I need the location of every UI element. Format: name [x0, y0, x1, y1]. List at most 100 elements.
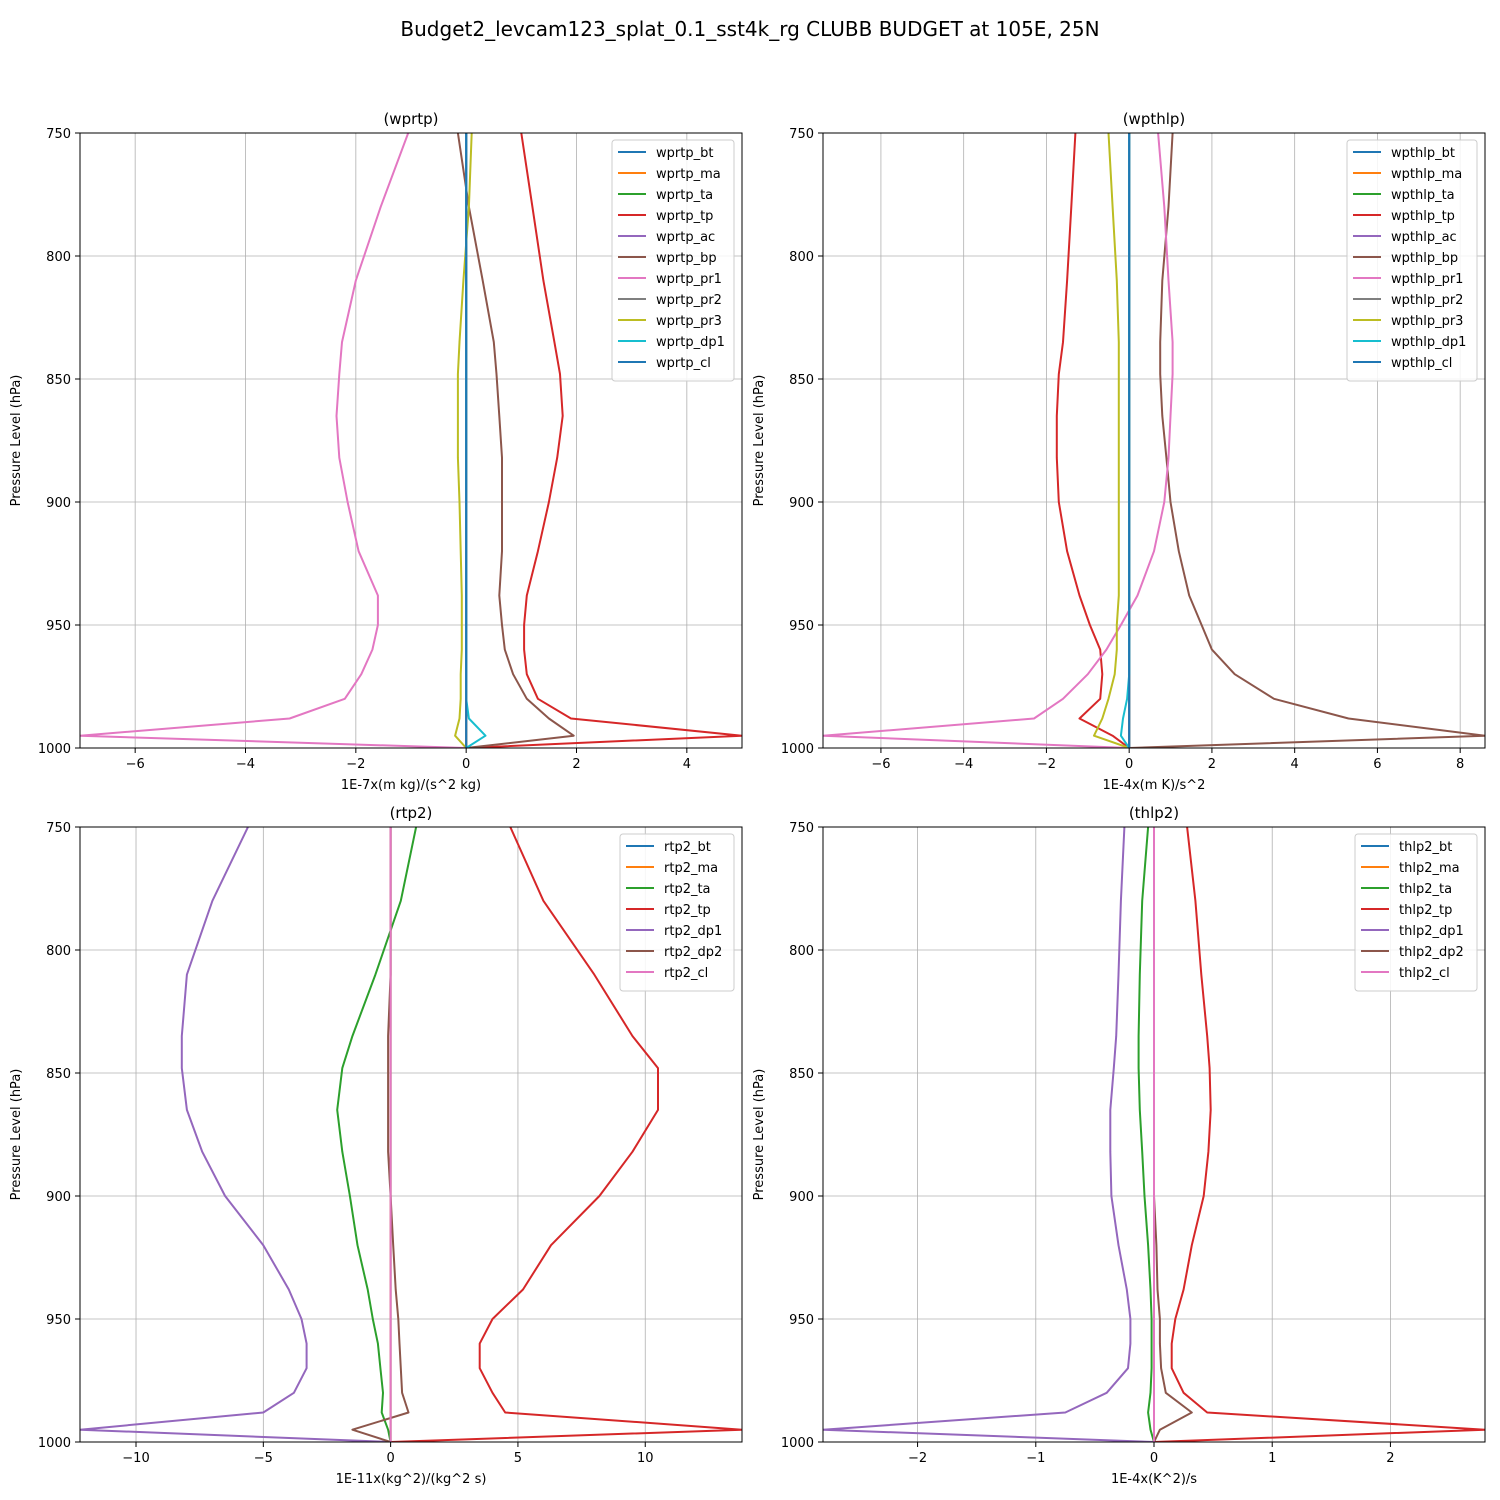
legend-label: wpthlp_ac — [1391, 230, 1457, 245]
series-line-thlp2_dp2 — [1153, 827, 1193, 1442]
y-tick-label: 950 — [46, 1313, 71, 1328]
legend-label: wpthlp_bp — [1391, 251, 1458, 266]
legend-label: wprtp_tp — [656, 209, 713, 224]
legend-label: wprtp_bp — [656, 251, 717, 266]
legend-label: rtp2_ma — [664, 861, 718, 876]
series-line-wprtp_pr1 — [80, 133, 467, 748]
x-tick-label: −6 — [126, 757, 145, 772]
legend-label: thlp2_ma — [1399, 861, 1460, 876]
legend-label: thlp2_cl — [1399, 966, 1450, 981]
y-axis-label: Pressure Level (hPa) — [752, 1069, 767, 1201]
y-axis-label: Pressure Level (hPa) — [9, 375, 24, 507]
series-line-wprtp_dp1 — [465, 133, 487, 748]
panels: −6 −4 −2 0 2 4 750 800 850 900 950 1000 (wprtp) 1E-7x… — [9, 110, 1486, 1487]
panel-title: (wpthlp) — [1123, 110, 1186, 128]
legend-label: wprtp_pr2 — [656, 293, 722, 308]
legend-label: thlp2_bt — [1399, 840, 1452, 855]
y-tick-label: 900 — [789, 496, 814, 511]
legend-label: wpthlp_cl — [1391, 356, 1452, 371]
plot-frame — [79, 132, 743, 749]
legend-label: rtp2_ta — [664, 882, 711, 897]
legend-label: wprtp_bt — [656, 146, 713, 161]
figure-title: Budget2_levcam123_splat_0.1_sst4k_rg CLU… — [400, 17, 1099, 41]
y-tick-label: 950 — [789, 1313, 814, 1328]
legend-label: wpthlp_pr3 — [1391, 314, 1463, 329]
legend: wpthlp_bt wpthlp_ma wpthlp_ta wpthlp_tpwpth… — [1346, 139, 1478, 382]
panel-title: (rtp2) — [390, 804, 433, 822]
series-group — [823, 827, 1485, 1442]
legend: thlp2_bt thlp2_ma thlp2_ta thlp2_tp thlp2_dp… — [1354, 833, 1478, 992]
legend-label: wprtp_dp1 — [656, 335, 725, 350]
x-tick-label: 0 — [1150, 1451, 1158, 1466]
series-line-wpthlp_pr3 — [1093, 133, 1130, 748]
legend-label: thlp2_dp2 — [1399, 945, 1464, 960]
x-tick-label: −2 — [346, 757, 365, 772]
panel-2: −6 −4 −2 0 2 4 6 8 750 800 850 900 950 1000 (wpthlp) 1E… — [752, 110, 1486, 793]
series-line-rtp2_dp2 — [351, 827, 410, 1442]
panel-1: −6 −4 −2 0 2 4 750 800 850 900 950 1000 (wprtp) 1E-7x… — [9, 110, 743, 793]
x-tick-label: 2 — [1208, 757, 1216, 772]
y-tick-label: 750 — [789, 127, 814, 142]
x-tick-label: 0 — [1125, 757, 1133, 772]
y-tick-label: 900 — [46, 496, 71, 511]
legend-label: rtp2_tp — [664, 903, 711, 918]
legend-label: rtp2_bt — [664, 840, 711, 855]
y-tick-label: 800 — [46, 944, 71, 959]
legend-label: wprtp_pr3 — [656, 314, 722, 329]
y-tick-label: 800 — [46, 250, 71, 265]
y-tick-label: 1000 — [38, 742, 71, 757]
legend-label: thlp2_dp1 — [1399, 924, 1464, 939]
y-tick-label: 850 — [789, 373, 814, 388]
plot-frame — [79, 826, 743, 1443]
series-line-thlp2_ta — [1137, 827, 1155, 1442]
x-axis-label: 1E-4x(m K)/s^2 — [1103, 778, 1206, 793]
y-tick-label: 850 — [46, 1067, 71, 1082]
legend: wprtp_bt wprtp_ma wprtp_ta wprtp_tp wprtp_ac… — [611, 139, 735, 382]
legend-label: wpthlp_pr2 — [1391, 293, 1463, 308]
series-line-rtp2_dp1 — [80, 827, 391, 1442]
y-tick-label: 950 — [46, 619, 71, 634]
series-line-wpthlp_bp — [1129, 133, 1485, 748]
series-line-thlp2_tp — [1153, 827, 1485, 1442]
legend-label: wprtp_ta — [656, 188, 713, 203]
legend-label: wpthlp_dp1 — [1391, 335, 1466, 350]
x-tick-label: −4 — [954, 757, 973, 772]
x-tick-label: 1 — [1268, 1451, 1276, 1466]
y-axis-label: Pressure Level (hPa) — [752, 375, 767, 507]
panel-title: (wprtp) — [383, 110, 438, 128]
x-tick-label: −4 — [236, 757, 255, 772]
legend-label: wpthlp_pr1 — [1391, 272, 1463, 287]
series-line-wpthlp_pr1 — [823, 133, 1174, 748]
x-tick-label: −6 — [871, 757, 890, 772]
legend-label: wprtp_pr1 — [656, 272, 722, 287]
y-tick-label: 750 — [46, 821, 71, 836]
x-tick-label: 4 — [1291, 757, 1299, 772]
legend: rtp2_bt rtp2_ma rtp2_ta rtp2_tp rtp2_dp1 rtp2… — [619, 833, 735, 992]
x-tick-label: 2 — [572, 757, 580, 772]
y-axis-label: Pressure Level (hPa) — [9, 1069, 24, 1201]
series-group — [823, 133, 1485, 748]
legend-label: rtp2_dp2 — [664, 945, 722, 960]
x-tick-label: 6 — [1373, 757, 1381, 772]
y-tick-label: 750 — [46, 127, 71, 142]
series-line-rtp2_ta — [336, 827, 418, 1442]
x-tick-label: −5 — [254, 1451, 273, 1466]
panel-4: −2 −1 0 1 2 750 800 850 900 950 1000 (thlp2) 1E-4x(K… — [752, 804, 1486, 1487]
legend-label: wpthlp_tp — [1391, 209, 1455, 224]
x-tick-label: −1 — [1026, 1451, 1045, 1466]
x-tick-label: −2 — [908, 1451, 927, 1466]
series-line-wprtp_pr3 — [454, 133, 473, 748]
x-tick-label: −2 — [1037, 757, 1056, 772]
panel-3: −10 −5 0 5 10 750 800 850 900 950 1000 (rtp2) 1E-11x… — [9, 804, 743, 1487]
legend-label: wpthlp_ta — [1391, 188, 1455, 203]
series-group — [80, 827, 742, 1442]
x-axis-label: 1E-7x(m kg)/(s^2 kg) — [341, 778, 481, 793]
x-tick-label: 2 — [1386, 1451, 1394, 1466]
legend-label: thlp2_ta — [1399, 882, 1452, 897]
series-line-wpthlp_tp — [1055, 133, 1130, 748]
legend-label: rtp2_cl — [664, 966, 708, 981]
legend-label: wprtp_ma — [656, 167, 721, 182]
x-tick-label: −10 — [122, 1451, 149, 1466]
x-tick-label: 0 — [462, 757, 470, 772]
